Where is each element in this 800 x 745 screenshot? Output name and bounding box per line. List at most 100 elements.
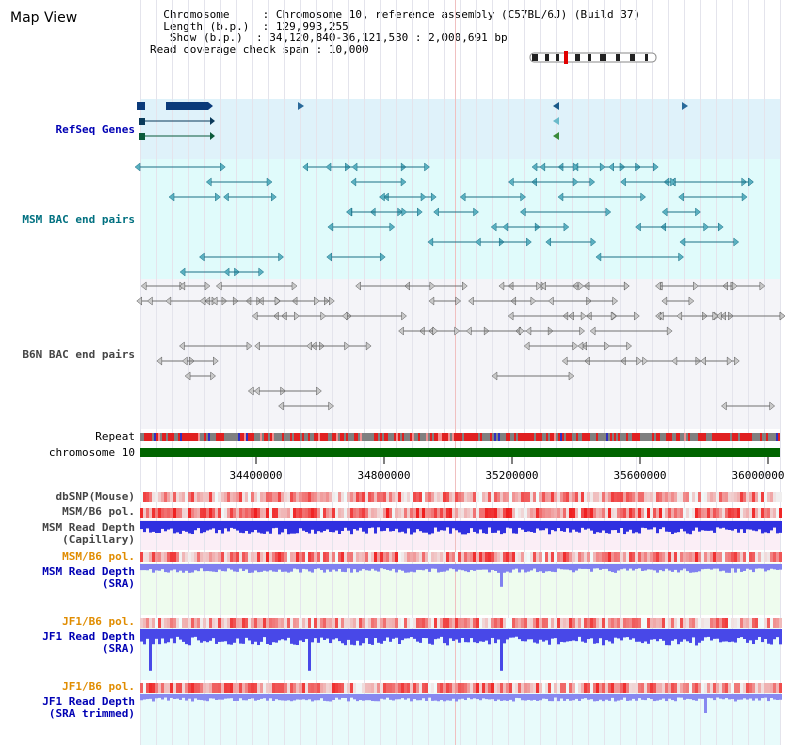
repeat-segment [220, 433, 222, 441]
read-depth-bar [605, 694, 608, 700]
polymorphism-cell [680, 508, 683, 518]
polymorphism-cell [731, 492, 734, 502]
read-depth-bar [161, 629, 164, 639]
read-depth-bar [779, 564, 782, 570]
read-depth-bar [242, 521, 245, 534]
polymorphism-cell [458, 683, 461, 693]
read-depth-bar [200, 629, 203, 643]
repeat-segment [238, 433, 240, 441]
polymorphism-cell [590, 683, 593, 693]
read-depth-bar [221, 564, 224, 572]
read-depth-bar [482, 521, 485, 534]
read-depth-bar [680, 564, 683, 571]
read-depth-bar [410, 564, 413, 572]
read-depth-bar [179, 694, 182, 700]
polymorphism-cell [401, 508, 404, 518]
read-depth-bar [560, 694, 563, 699]
polymorphism-cell [449, 508, 452, 518]
repeat-segment [494, 433, 496, 441]
repeat-segment [184, 433, 186, 441]
polymorphism-cell [437, 683, 440, 693]
read-depth-bar [656, 629, 659, 642]
read-depth-bar [284, 629, 287, 641]
polymorphism-cell [290, 552, 293, 562]
polymorphism-cell [740, 508, 743, 518]
polymorphism-cell [608, 492, 611, 502]
repeat-segment [298, 433, 300, 441]
read-depth-bar [149, 629, 152, 671]
read-depth-bar [539, 694, 542, 701]
polymorphism-cell [611, 618, 614, 628]
bac-end-marker [733, 237, 740, 247]
polymorphism-cell [458, 508, 461, 518]
polymorphism-cell [560, 683, 563, 693]
repeat-segment [316, 433, 318, 441]
read-depth-bar [584, 629, 587, 643]
repeat-segment [188, 433, 190, 441]
bac-end-marker [540, 281, 546, 291]
repeat-segment [624, 433, 626, 441]
repeat-segment [598, 433, 600, 441]
polymorphism-cell [176, 508, 179, 518]
read-depth-bar [155, 629, 158, 639]
polymorphism-cell [203, 618, 206, 628]
read-depth-bar [266, 564, 269, 572]
polymorphism-cell [452, 683, 455, 693]
polymorphism-cell [245, 508, 248, 518]
polymorphism-cell [446, 552, 449, 562]
read-depth-bar [311, 694, 314, 702]
bac-end-marker [666, 326, 673, 336]
polymorphism-cell [362, 683, 365, 693]
polymorphism-cell [506, 508, 509, 518]
read-depth-bar [212, 521, 215, 529]
polymorphism-cell [452, 492, 455, 502]
show-key: Show (b.p.) [169, 31, 243, 44]
polymorphism-cell [728, 492, 731, 502]
read-depth-bar [749, 564, 752, 570]
polymorphism-cell [647, 683, 650, 693]
polymorphism-cell [425, 492, 428, 502]
refseq-genes-label[interactable]: RefSeq Genes [55, 123, 135, 136]
polymorphism-cell [317, 508, 320, 518]
repeat-segment [164, 433, 166, 441]
msm-bac-label[interactable]: MSM BAC end pairs [22, 213, 135, 226]
bac-end-marker [184, 371, 191, 381]
repeat-segment [284, 433, 286, 441]
read-depth-bar [689, 564, 692, 573]
read-depth-bar [647, 694, 650, 699]
repeat-segment [620, 433, 622, 441]
polymorphism-cell [347, 683, 350, 693]
repeat-segment [366, 433, 368, 441]
read-depth-bar [362, 694, 365, 701]
polymorphism-cell [752, 492, 755, 502]
read-depth-bar [392, 629, 395, 639]
polymorphism-cell [518, 683, 521, 693]
polymorphism-cell [296, 683, 299, 693]
read-depth-bar [770, 629, 773, 645]
read-depth-bar [488, 521, 491, 528]
read-depth-bar [155, 694, 158, 699]
read-depth-bar [764, 694, 767, 698]
read-depth-bar [746, 564, 749, 569]
polymorphism-cell [776, 552, 779, 562]
polymorphism-cell [188, 492, 191, 502]
chromosome-ideogram [529, 52, 657, 63]
read-depth-bar [320, 629, 323, 638]
read-depth-bar [305, 521, 308, 533]
polymorphism-cell [455, 492, 458, 502]
polymorphism-cell [473, 508, 476, 518]
read-depth-bar [494, 694, 497, 702]
read-depth-bar [578, 564, 581, 569]
read-depth-bar [314, 629, 317, 639]
polymorphism-cell [179, 492, 182, 502]
polymorphism-cell [401, 683, 404, 693]
polymorphism-cell [743, 492, 746, 502]
read-depth-bar [605, 629, 608, 641]
read-depth-bar [635, 521, 638, 533]
polymorphism-cell [776, 508, 779, 518]
polymorphism-cell [668, 492, 671, 502]
polymorphism-cell [416, 552, 419, 562]
read-depth-bar [575, 564, 578, 571]
b6n-bac-label[interactable]: B6N BAC end pairs [22, 348, 135, 361]
